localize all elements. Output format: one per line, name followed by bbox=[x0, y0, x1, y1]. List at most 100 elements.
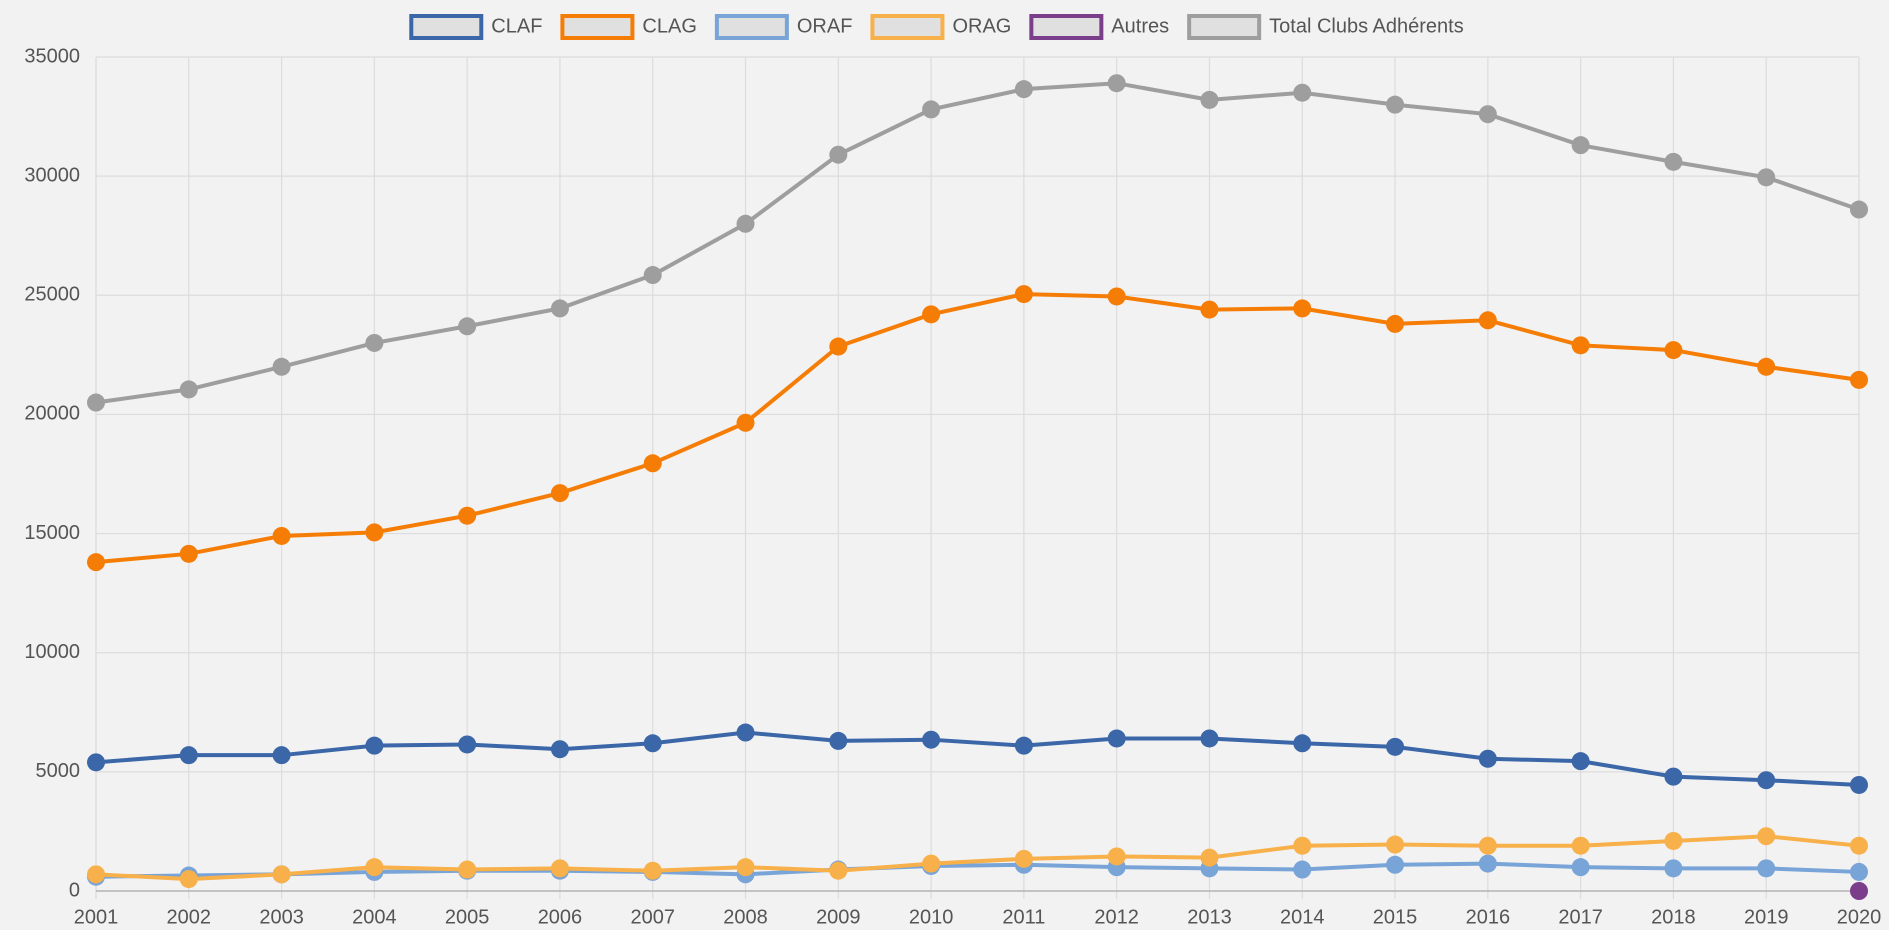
point bbox=[1850, 370, 1868, 389]
point bbox=[1386, 737, 1405, 756]
x-tick-label: 2004 bbox=[352, 906, 397, 928]
point bbox=[1757, 827, 1776, 846]
point bbox=[1757, 771, 1776, 790]
point bbox=[1571, 858, 1590, 877]
x-tick-label: 2020 bbox=[1837, 906, 1882, 928]
point bbox=[1850, 200, 1868, 219]
point bbox=[922, 730, 941, 749]
point bbox=[736, 723, 755, 742]
point bbox=[829, 337, 848, 356]
point bbox=[1386, 95, 1405, 114]
legend-item[interactable]: Total Clubs Adhérents bbox=[1187, 14, 1464, 40]
legend-item[interactable]: CLAG bbox=[560, 14, 697, 40]
x-tick-label: 2012 bbox=[1094, 906, 1139, 928]
point bbox=[736, 858, 755, 877]
point bbox=[1478, 105, 1497, 124]
legend-item[interactable]: ORAG bbox=[870, 14, 1011, 40]
point bbox=[179, 870, 198, 889]
point bbox=[643, 861, 662, 880]
point bbox=[1200, 729, 1219, 748]
legend-label: Autres bbox=[1111, 15, 1169, 37]
point bbox=[272, 526, 291, 545]
point bbox=[829, 145, 848, 164]
point bbox=[643, 266, 662, 285]
legend-label: CLAG bbox=[642, 15, 696, 37]
point bbox=[1200, 848, 1219, 867]
point bbox=[1571, 752, 1590, 771]
point bbox=[1850, 775, 1868, 794]
x-tick-label: 2017 bbox=[1558, 906, 1603, 928]
point bbox=[643, 734, 662, 753]
point bbox=[1014, 849, 1033, 868]
point bbox=[1571, 136, 1590, 155]
point bbox=[643, 454, 662, 473]
point bbox=[1850, 836, 1868, 855]
x-tick-label: 2019 bbox=[1744, 906, 1789, 928]
series-line bbox=[95, 861, 1860, 879]
point bbox=[179, 380, 198, 399]
point bbox=[272, 746, 291, 765]
legend-swatch bbox=[870, 14, 945, 40]
point bbox=[1478, 854, 1497, 873]
point bbox=[1386, 855, 1405, 874]
point bbox=[1478, 311, 1497, 330]
point bbox=[1664, 831, 1683, 850]
x-tick-label: 2005 bbox=[445, 906, 490, 928]
y-tick-label: 35000 bbox=[24, 45, 80, 67]
y-tick-label: 20000 bbox=[24, 403, 80, 425]
y-tick-label: 5000 bbox=[36, 760, 81, 782]
legend-label: ORAG bbox=[952, 15, 1011, 37]
point bbox=[922, 100, 941, 119]
x-tick-label: 2001 bbox=[74, 906, 119, 928]
legend-swatch bbox=[560, 14, 635, 40]
point bbox=[1757, 168, 1776, 187]
point bbox=[87, 393, 105, 412]
x-tick-label: 2015 bbox=[1373, 906, 1418, 928]
point bbox=[1478, 749, 1497, 768]
point bbox=[1107, 729, 1126, 748]
point bbox=[829, 861, 848, 880]
x-tick-label: 2018 bbox=[1651, 906, 1696, 928]
legend-item[interactable]: Autres bbox=[1029, 14, 1169, 40]
x-tick-label: 2011 bbox=[1002, 906, 1045, 928]
point bbox=[1664, 859, 1683, 878]
x-tick-label: 2003 bbox=[259, 906, 304, 928]
point bbox=[1386, 835, 1405, 854]
x-tick-label: 2002 bbox=[167, 906, 212, 928]
point bbox=[1293, 83, 1312, 102]
x-tick-label: 2010 bbox=[909, 906, 954, 928]
point bbox=[922, 854, 941, 873]
point bbox=[365, 523, 384, 542]
legend-swatch bbox=[409, 14, 484, 40]
point bbox=[365, 736, 384, 755]
point bbox=[1107, 74, 1126, 93]
point bbox=[1664, 767, 1683, 786]
legend-item[interactable]: ORAF bbox=[714, 14, 853, 40]
legend-item[interactable]: CLAF bbox=[409, 14, 542, 40]
x-tick-label: 2008 bbox=[723, 906, 768, 928]
y-tick-label: 10000 bbox=[24, 641, 80, 663]
point bbox=[1107, 847, 1126, 866]
point bbox=[1571, 336, 1590, 355]
series-line bbox=[95, 81, 1860, 405]
legend-swatch bbox=[1029, 14, 1104, 40]
point bbox=[550, 299, 569, 318]
x-tick-label: 2014 bbox=[1280, 906, 1325, 928]
point bbox=[1200, 300, 1219, 319]
point bbox=[1293, 836, 1312, 855]
point bbox=[1014, 80, 1033, 99]
point bbox=[922, 305, 941, 324]
point bbox=[1850, 882, 1868, 900]
point bbox=[1386, 314, 1405, 333]
point bbox=[1014, 285, 1033, 304]
point bbox=[87, 553, 105, 572]
x-tick-label: 2007 bbox=[630, 906, 675, 928]
point bbox=[458, 860, 477, 879]
legend-label: ORAF bbox=[797, 15, 853, 37]
x-tick-label: 2009 bbox=[816, 906, 861, 928]
series-line bbox=[95, 292, 1860, 565]
series-line bbox=[95, 730, 1860, 787]
point bbox=[550, 484, 569, 503]
point bbox=[458, 735, 477, 754]
